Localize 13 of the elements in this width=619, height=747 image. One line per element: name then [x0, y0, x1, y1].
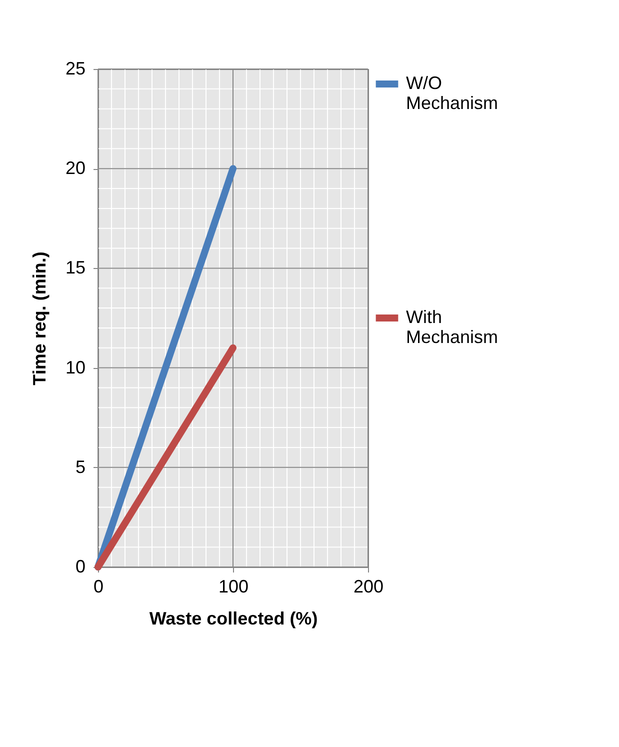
y-axis-title: Time req. (min.) [29, 252, 50, 386]
y-tick-label: 25 [65, 58, 86, 78]
y-tick-label: 15 [65, 258, 86, 278]
x-tick-label: 100 [218, 576, 249, 596]
x-tick-label: 0 [93, 576, 104, 596]
legend-label: W/O Mechanism [406, 73, 498, 113]
legend-label: With Mechanism [406, 307, 498, 347]
y-tick-label: 20 [65, 158, 86, 178]
y-tick-label: 0 [75, 556, 86, 576]
y-tick-label: 10 [65, 357, 86, 378]
x-tick-label: 200 [353, 576, 384, 596]
y-tick-label: 5 [75, 456, 86, 477]
x-axis-title: Waste collected (%) [149, 608, 318, 628]
